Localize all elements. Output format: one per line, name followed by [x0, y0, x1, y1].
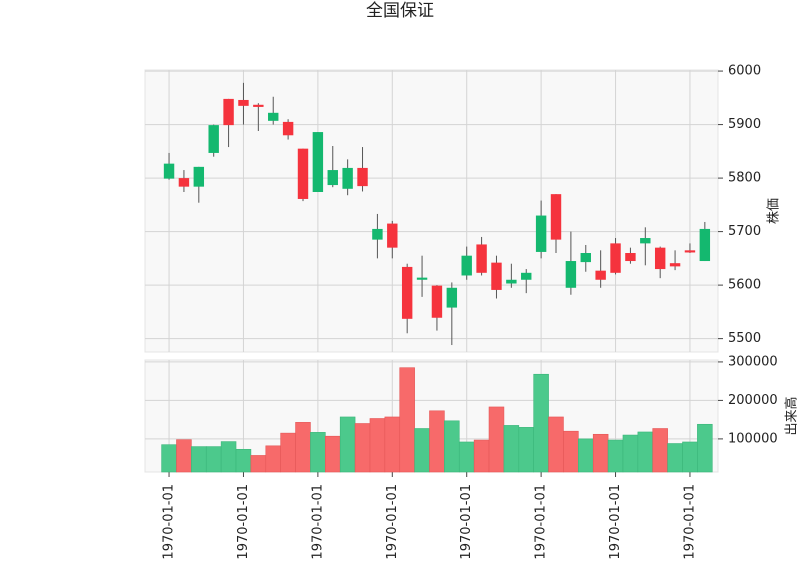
volume-bar: [235, 448, 252, 473]
y-tick-label: 200000: [728, 393, 778, 408]
candle-body: [342, 167, 353, 189]
volume-bar: [473, 439, 490, 473]
volume-bar: [652, 428, 668, 473]
y-tick-label: 5700: [728, 224, 761, 239]
volume-bar: [518, 427, 534, 473]
candle-body: [208, 125, 219, 153]
y-axis-label: 株価: [767, 198, 782, 224]
volume-bar: [280, 432, 296, 473]
candle-body: [580, 253, 591, 263]
candle-body: [387, 223, 398, 248]
candle-body: [253, 104, 264, 107]
candle-body: [268, 112, 279, 121]
x-tick-label: 1970-01-01: [608, 484, 623, 560]
volume-bar: [682, 441, 698, 473]
volume-bar: [578, 438, 594, 473]
volume-bar: [429, 410, 445, 473]
volume-bar: [622, 434, 639, 473]
candle-body: [521, 272, 532, 280]
volume-bar: [697, 423, 713, 473]
volume-bar: [667, 443, 683, 473]
candle-body: [178, 178, 190, 187]
volume-bar: [637, 431, 654, 473]
volume-bar: [339, 416, 356, 473]
volume-bar: [399, 367, 415, 473]
volume-bar: [503, 425, 520, 473]
candle-body: [401, 266, 413, 319]
volume-bar: [533, 373, 549, 473]
volume-bar: [325, 435, 341, 473]
volume-bar: [369, 418, 386, 473]
candle-body: [461, 255, 472, 276]
candle-body: [223, 98, 234, 126]
x-tick-label: 1970-01-01: [682, 484, 697, 560]
x-tick-label: 1970-01-01: [162, 484, 177, 560]
candle-body: [669, 263, 681, 267]
candle-body: [654, 247, 666, 270]
volume-bar: [265, 445, 281, 473]
volume-bar: [592, 433, 609, 473]
volume-bar: [384, 416, 401, 473]
candle-body: [565, 261, 577, 288]
volume-bar: [414, 428, 430, 473]
volume-bar: [310, 432, 326, 473]
candle-body: [506, 279, 517, 284]
y-tick-label: 6000: [728, 64, 761, 79]
volume-bar: [563, 430, 579, 473]
volume-bar: [444, 420, 460, 473]
x-tick-label: 1970-01-01: [459, 484, 474, 560]
candle-body: [357, 167, 368, 187]
volume-bar: [250, 455, 267, 473]
y-tick-label: 5500: [728, 331, 761, 346]
y-tick-label: 5900: [728, 117, 761, 132]
volume-bar: [191, 446, 207, 473]
volume-bar: [458, 441, 475, 473]
volume-bar: [220, 441, 237, 473]
chart-title: 全国保证: [366, 1, 434, 21]
candle-body: [625, 253, 636, 262]
x-tick-label: 1970-01-01: [534, 484, 549, 560]
volume-bar: [607, 439, 624, 473]
candle-body: [610, 243, 621, 273]
candle-body: [282, 121, 294, 136]
volume-bar: [205, 446, 222, 473]
candle-body: [491, 262, 502, 290]
volume-bar: [161, 444, 177, 473]
candle-body: [416, 277, 428, 280]
candle-body: [550, 194, 562, 240]
candle-body: [163, 163, 175, 179]
candle-body: [327, 170, 338, 186]
x-tick-label: 1970-01-01: [236, 484, 251, 560]
price-panel: [144, 69, 719, 353]
candle-body: [476, 244, 487, 273]
candle-body: [595, 270, 606, 280]
candle-body: [312, 132, 324, 193]
candle-body: [699, 228, 711, 262]
candle-body: [297, 148, 309, 199]
y-tick-label: 5600: [728, 278, 761, 293]
volume-bar: [176, 439, 192, 473]
x-tick-label: 1970-01-01: [385, 484, 400, 560]
candle-body: [684, 250, 696, 253]
volume-bar: [488, 406, 505, 473]
y-tick-label: 100000: [728, 431, 778, 446]
candle-body: [372, 228, 383, 240]
volume-bar: [548, 416, 564, 473]
candle-body: [640, 238, 651, 244]
candle-body: [193, 166, 205, 187]
candle-body: [238, 99, 249, 106]
volume-bar: [295, 422, 311, 473]
y-tick-label: 300000: [728, 354, 778, 369]
x-tick-label: 1970-01-01: [310, 484, 325, 560]
volume-bar: [354, 423, 371, 473]
candle-body: [431, 285, 443, 318]
candle-body: [446, 287, 458, 308]
y-tick-label: 5800: [728, 171, 761, 186]
candle-body: [535, 215, 547, 252]
volume-axis-label: 出来高: [784, 396, 800, 435]
